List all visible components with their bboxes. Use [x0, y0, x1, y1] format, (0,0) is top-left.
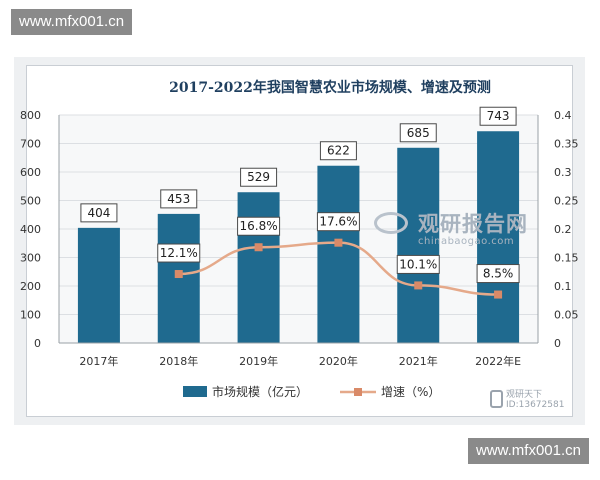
legend-bar-swatch [183, 386, 207, 397]
brand-url: chinabaogao.com [418, 236, 515, 247]
bar-value-label-box [80, 203, 118, 223]
bar-value-label: 529 [247, 170, 270, 184]
x-tick-label: 2017年 [79, 354, 118, 368]
y-left-tick-label: 0 [34, 337, 41, 350]
growth-point [334, 238, 343, 247]
y-right-tick-label: 0.1 [554, 280, 572, 293]
chart-title: 2017-2022年我国智慧农业市场规模、增速及预测 [169, 79, 491, 96]
x-tick-label: 2018年 [159, 354, 198, 368]
growth-value-label-box [157, 243, 201, 263]
bar-value-label: 622 [327, 144, 350, 158]
bar [237, 192, 280, 343]
y-left-tick-label: 400 [20, 223, 41, 236]
growth-value-label-box [316, 212, 360, 232]
y-right-tick-label: 0.05 [554, 309, 579, 322]
watermark-top: www.mfx001.cn [11, 9, 133, 35]
brand-name: 观研报告网 [418, 212, 528, 236]
growth-value-label: 12.1% [160, 246, 198, 260]
growth-value-label: 8.5% [483, 267, 514, 281]
growth-value-label-box [396, 254, 440, 274]
data-labels: 404 453 529 622 685 743 12.1% 16.8% 17.6% 10.1% 8.… [80, 106, 520, 284]
growth-value-label-box [476, 264, 520, 284]
y-right-tick-label: 0.3 [554, 166, 572, 179]
growth-point [254, 243, 263, 252]
bar-value-label-box [319, 141, 357, 161]
growth-point [414, 281, 423, 290]
bar [397, 147, 440, 343]
watermark-bottom: www.mfx001.cn [467, 438, 589, 464]
x-tick-label: 2021年 [399, 354, 438, 368]
bar-value-label: 404 [87, 206, 110, 220]
y-left-tick-label: 100 [20, 309, 41, 322]
bar-value-label: 453 [167, 192, 190, 206]
growth-value-label: 17.6% [319, 215, 357, 229]
y-left-tick-label: 500 [20, 195, 41, 208]
bar-value-label-box [399, 123, 437, 143]
y-right-tick-label: 0.2 [554, 223, 572, 236]
gridlines [59, 114, 538, 343]
bar-series [77, 131, 520, 343]
stamp-icon [490, 390, 503, 408]
y-left-tick-label: 200 [20, 280, 41, 293]
growth-line-series [174, 238, 503, 299]
bar [77, 227, 120, 343]
bar-value-label-box [479, 106, 517, 126]
y-left-tick-label: 800 [20, 109, 41, 122]
y-right-tick-label: 0.4 [554, 109, 572, 122]
legend: 市场规模（亿元） 增速（%） [183, 384, 440, 399]
bar [317, 165, 360, 343]
growth-point [494, 290, 503, 299]
x-tick-label: 2019年 [239, 354, 278, 368]
growth-value-label-box [237, 216, 281, 236]
source-stamp: 观研天下 ID:13672581 [490, 390, 565, 410]
bar-value-label: 685 [407, 126, 430, 140]
bar [157, 213, 200, 343]
legend-line-marker [354, 388, 362, 396]
stamp-line2: ID:13672581 [506, 400, 565, 410]
y-right-tick-label: 0 [554, 337, 561, 350]
bar-value-label-box [240, 167, 278, 187]
y-left-tick-label: 700 [20, 138, 41, 151]
brand-logo-icon [374, 212, 408, 234]
brand-watermark: 观研报告网 chinabaogao.com [366, 208, 528, 247]
y-right-tick-label: 0.15 [554, 252, 579, 265]
x-tick-label: 2020年 [319, 354, 358, 368]
y-left-tick-label: 600 [20, 166, 41, 179]
y-right-tick-label: 0.35 [554, 138, 579, 151]
legend-line-label: 增速（%） [381, 385, 440, 399]
growth-value-label: 10.1% [399, 257, 437, 271]
growth-value-label: 16.8% [240, 219, 278, 233]
legend-bar-label: 市场规模（亿元） [212, 384, 308, 399]
y-left-tick-label: 300 [20, 252, 41, 265]
bar [477, 131, 520, 343]
bar-value-label: 743 [487, 109, 510, 123]
y-right-tick-label: 0.25 [554, 195, 579, 208]
axes: 0 100 200 300 400 500 600 700 800 0 0.05 0.1 0.15 0.2… [20, 109, 579, 368]
bar-value-label-box [160, 189, 198, 209]
x-tick-label: 2022年E [475, 354, 521, 368]
stamp-line1: 观研天下 [506, 390, 543, 400]
growth-point [174, 270, 183, 279]
